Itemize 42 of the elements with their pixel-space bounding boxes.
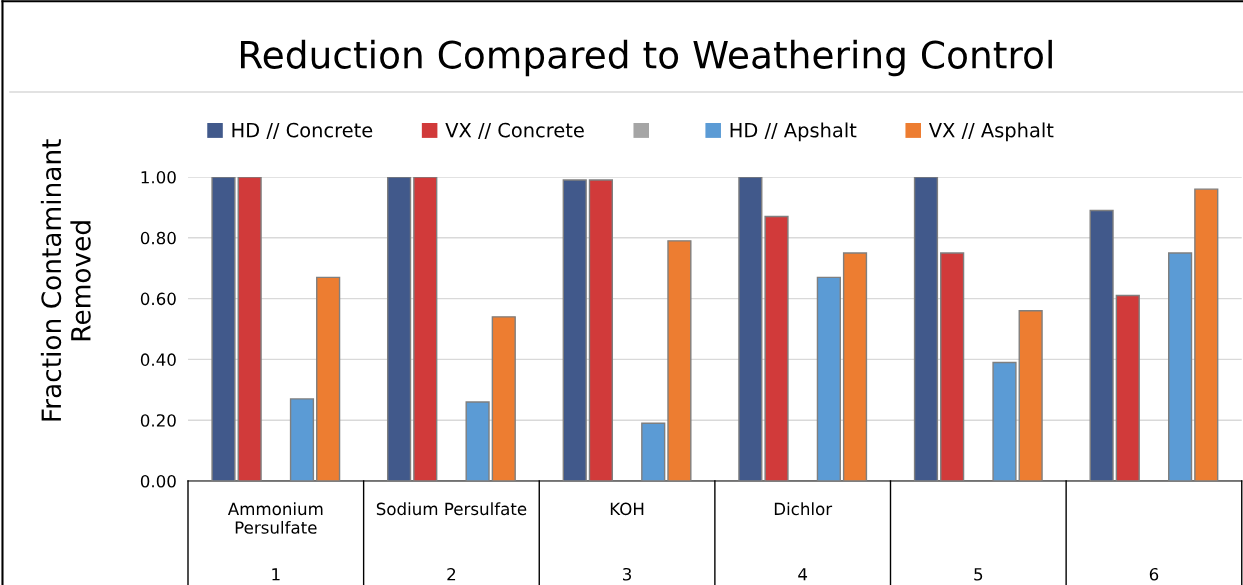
bar xyxy=(386,177,412,481)
bar xyxy=(491,316,516,481)
y-tick-label: 0.60 xyxy=(140,292,176,306)
y-tick-label: 0.20 xyxy=(140,414,176,427)
bar xyxy=(816,276,841,481)
bar xyxy=(667,240,692,481)
bar xyxy=(764,215,789,481)
legend-label: VX // Asphalt xyxy=(928,122,1054,142)
bar xyxy=(1089,209,1114,481)
x-tick-label: 5 xyxy=(974,568,983,581)
bar xyxy=(1115,294,1140,481)
bar xyxy=(211,177,236,481)
x-tick-label: 6 xyxy=(1149,567,1159,581)
legend-label: HD // Concrete xyxy=(232,122,373,140)
chart-title: Reduction Compared to Weathering Control xyxy=(240,39,1052,77)
category-label: Dichlor 4 xyxy=(774,502,833,581)
y-axis-title: Fraction Contaminant Removed xyxy=(40,139,91,421)
bar xyxy=(562,179,587,481)
bar xyxy=(913,177,939,481)
bar xyxy=(413,177,438,481)
bar xyxy=(588,179,614,481)
category-label: Ammonium Persulfate 1 xyxy=(227,502,323,581)
y-tick-label: 0.40 xyxy=(140,353,176,366)
bar xyxy=(1194,188,1219,481)
bar xyxy=(237,177,262,481)
bar xyxy=(1168,252,1193,481)
y-tick-label: 1.00 xyxy=(141,170,176,184)
y-tick-label: 0.80 xyxy=(140,231,176,245)
bar xyxy=(465,401,490,481)
bar xyxy=(940,252,965,481)
bar xyxy=(641,422,666,481)
category-label: KOH 3 xyxy=(610,502,644,581)
category-label: Sodium Persulfate 2 xyxy=(376,502,527,581)
legend-label: VX // Concrete xyxy=(445,122,584,140)
bar xyxy=(842,252,868,481)
legend-label: HD // Apshalt xyxy=(730,122,857,142)
bar xyxy=(1018,310,1043,481)
y-tick-label: 0.00 xyxy=(140,474,176,488)
bar xyxy=(316,276,341,481)
bar xyxy=(992,361,1017,481)
bar xyxy=(289,398,315,481)
bar xyxy=(738,177,763,481)
